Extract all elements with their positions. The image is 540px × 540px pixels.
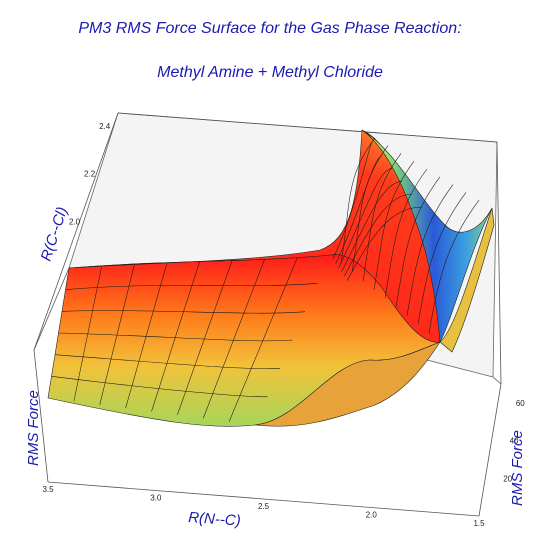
y-tick-label: 2.0 [69, 217, 81, 226]
mesh-line [384, 168, 428, 299]
chart-title-line1: PM3 RMS Force Surface for the Gas Phase … [78, 20, 462, 37]
mesh-line [61, 310, 306, 314]
y-tick-label: 2.4 [99, 122, 111, 131]
mesh-line [406, 184, 454, 316]
mesh-line [346, 206, 423, 281]
z-tick-label: 40 [510, 437, 519, 446]
mesh-line [99, 264, 135, 405]
x-tick-label: 2.5 [258, 502, 270, 511]
mesh-line [151, 261, 200, 412]
chart-title-line2: Methyl Amine + Methyl Chloride [157, 64, 383, 81]
surface-mesh [51, 137, 480, 422]
mesh-line [58, 332, 293, 342]
mesh-line [428, 200, 480, 334]
z-axis-label-left: RMS Force [25, 390, 42, 466]
mesh-line [73, 266, 102, 402]
y-axis-label: R(C--Cl) [38, 205, 71, 263]
mesh-line [125, 263, 168, 409]
mesh-line [65, 283, 318, 290]
mesh-line [332, 142, 373, 260]
mesh-line [351, 145, 389, 273]
surface-valley [361, 129, 493, 344]
mesh-line [338, 168, 393, 268]
mesh-line [344, 194, 413, 277]
y-tick-label: 2.2 [84, 170, 96, 179]
x-tick-label: 3.0 [150, 494, 162, 503]
mesh-line [341, 181, 403, 273]
mesh-line [54, 354, 281, 370]
mesh-line [51, 376, 268, 398]
z-tick-label: 20 [503, 474, 512, 483]
mesh-line [373, 161, 415, 290]
surface-right-lip [439, 207, 495, 353]
x-tick-label: 2.0 [366, 511, 378, 520]
mesh-line [335, 155, 383, 264]
mesh-line [362, 153, 402, 282]
mesh-line [395, 176, 441, 308]
x-tick-label: 1.5 [473, 519, 485, 528]
x-tick-label: 3.5 [42, 485, 54, 494]
z-axis-label-right: RMS Force [509, 430, 526, 506]
mesh-line [228, 257, 298, 422]
mesh-line [417, 192, 467, 325]
mesh-line [202, 258, 266, 419]
z-tick-label: 60 [516, 399, 525, 408]
plot-box [33, 112, 502, 517]
x-axis-label: R(N--C) [188, 509, 242, 530]
mesh-line [177, 260, 233, 415]
surface-curl [254, 341, 441, 427]
